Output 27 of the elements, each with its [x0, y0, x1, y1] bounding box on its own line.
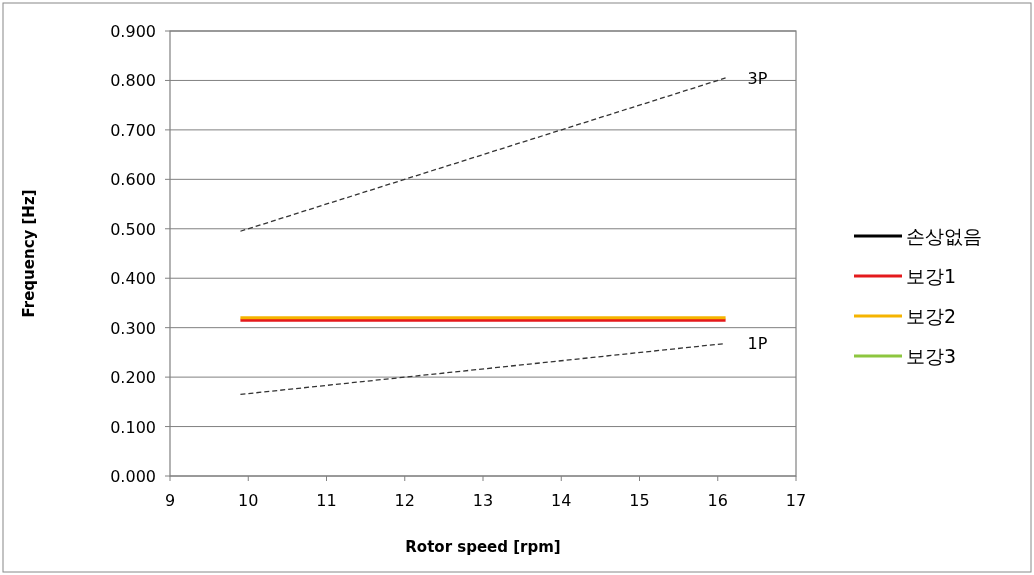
- x-tick-label: 16: [707, 491, 728, 510]
- x-tick-label: 11: [316, 491, 337, 510]
- x-tick-label: 17: [785, 491, 807, 510]
- x-tick-label: 15: [629, 491, 650, 510]
- legend-label: 손상없음: [906, 225, 982, 247]
- series-label: 1P: [747, 334, 768, 354]
- x-tick-label: 9: [164, 491, 176, 510]
- x-tick-label: 10: [238, 491, 259, 510]
- y-tick-label: 0.500: [110, 219, 156, 239]
- y-tick-label: 0.000: [110, 467, 156, 486]
- x-tick-label: 13: [472, 491, 494, 510]
- y-tick-label: 0.100: [110, 417, 156, 437]
- legend-label: 보강1: [906, 265, 957, 287]
- series-label: 3P: [747, 68, 768, 88]
- x-axis-title: Rotor speed [rpm]: [405, 538, 561, 556]
- y-tick-label: 0.800: [110, 71, 156, 91]
- x-tick-label: 12: [394, 491, 415, 510]
- y-axis-title: Frequency [Hz]: [20, 189, 38, 318]
- legend-label: 보강3: [906, 345, 957, 367]
- x-tick-label: 14: [551, 491, 572, 510]
- y-tick-label: 0.400: [110, 269, 156, 289]
- y-tick-label: 0.300: [110, 318, 156, 338]
- legend-label: 보강2: [906, 305, 957, 327]
- y-tick-label: 0.200: [110, 368, 156, 388]
- y-tick-label: 0.600: [110, 170, 156, 190]
- y-tick-label: 0.700: [110, 120, 156, 140]
- y-tick-label: 0.900: [110, 22, 156, 41]
